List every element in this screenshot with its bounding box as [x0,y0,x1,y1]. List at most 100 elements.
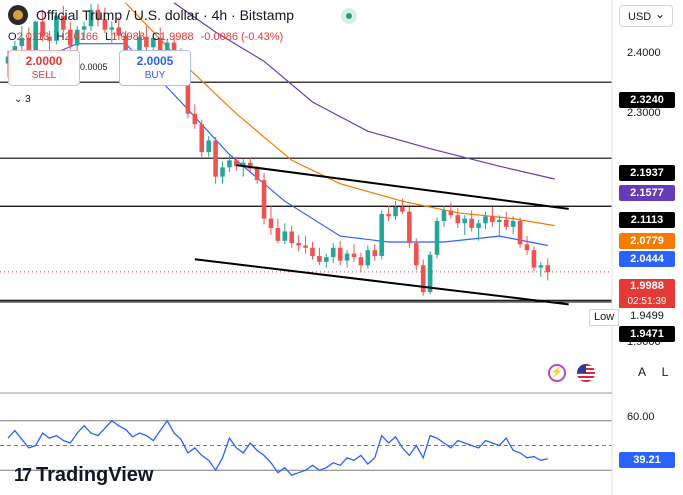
spread-value: 0.0005 [80,62,108,72]
candlesticks [5,4,551,296]
channel-lower-line [194,258,569,306]
candle-body [151,37,156,48]
candle-body [469,218,474,228]
ma-fast-line [7,43,548,247]
candle-body [310,247,315,256]
candle-body [524,244,530,251]
candle-body [19,37,25,47]
candle-body [462,218,468,224]
candle-body [74,29,80,46]
candle-body [372,250,378,256]
candle-body [47,36,52,41]
candle-body [545,265,551,273]
lightning-icon[interactable]: ⚡ [548,364,566,382]
candle-body [434,220,440,255]
bar-countdown: 02:51:39 [627,296,667,307]
price-axis-label: 2.3000 [627,107,661,119]
candle-body [427,254,433,293]
candle-body [268,218,274,228]
candle-body [199,124,205,153]
candle-body [282,231,288,241]
chart-header: Official Trump / U.S. dollar · 4h · Bits… [0,0,610,28]
low-value-tag: 1.9499 [619,308,675,324]
indicator-count: 3 [25,94,31,105]
candle-body [296,243,301,246]
candle-body [227,160,232,168]
axes [0,0,613,495]
candle-body [61,15,66,30]
horizontal-levels [0,81,612,303]
price-axis-label: 2.4000 [627,47,661,59]
candle-body [344,253,350,261]
auto-scale-button[interactable]: A [637,365,646,379]
ma-fast-tag: 2.0444 [619,251,675,267]
tradingview-mark-icon: 17 [14,465,32,485]
current-price-value: 1.9988 [630,280,664,292]
indicators-collapse-button[interactable]: ⌄ 3 [14,94,31,105]
low-label: Low [589,309,620,326]
candle-body [54,15,59,41]
market-open-icon [341,8,357,24]
candle-body [538,265,544,268]
candle-body [330,247,336,258]
buy-button[interactable]: 2.0005 BUY [119,50,191,86]
level-tag-2-3240: 2.3240 [619,92,675,108]
candle-body [337,247,343,261]
candle-body [393,206,398,217]
tradingview-logo: 17 TradingView [14,464,153,487]
candle-body [483,216,488,224]
buy-price: 2.0005 [136,54,174,68]
ohlc-low-key: L [105,31,112,43]
candle-body [234,160,239,167]
candle-body [109,27,115,30]
ma-mid-line [125,2,555,227]
buy-label: BUY [144,70,166,81]
candle-body [351,253,357,258]
ohlc-change: -0.0086 (-0.43%) [200,31,284,43]
rsi-value-tag: 39.21 [619,452,675,468]
candle-body [247,162,253,169]
rsi-pane [0,419,612,476]
ma-slow-line [173,2,555,180]
candle-body [358,257,364,266]
candle-body [192,113,198,125]
candle-body [220,167,225,177]
candle-body [517,220,523,245]
candle-body [317,255,322,262]
candle-body [26,37,32,55]
candle-body [88,9,94,27]
ohlc-close-value: 1.9988 [159,31,194,43]
ohlc-open-key: O [8,31,17,43]
channel-upper-line [236,164,569,210]
candle-body [275,227,281,241]
log-scale-button[interactable]: L [661,365,669,379]
sell-button[interactable]: 2.0000 SELL [8,50,80,86]
candle-body [455,215,461,224]
candle-body [144,36,149,48]
ma-slow-tag: 2.1577 [619,185,675,201]
level-tag-1-9471: 1.9471 [619,326,675,342]
ohlc-close-key: C [151,31,160,43]
symbol-logo-icon [8,5,28,25]
candle-body [324,257,329,262]
ma-mid-tag: 2.0779 [619,233,675,249]
candle-body [289,231,295,244]
candle-body [420,265,426,293]
candle-body [407,211,412,244]
candle-body [531,250,537,268]
us-flag-icon[interactable] [577,364,595,382]
symbol-title: Official Trump / U.S. dollar · 4h · Bits… [36,7,295,23]
ohlc-high-value: 2.0166 [64,31,99,43]
candle-body [503,219,509,227]
candle-body [254,168,260,181]
candle-body [240,162,246,167]
ohlc-high-key: H [56,31,65,43]
channel-lines [194,164,569,306]
candle-body [379,213,384,256]
candle-body [116,27,122,36]
candle-body [81,26,87,30]
candle-body [157,37,163,58]
candle-body [510,220,516,227]
currency-select[interactable]: USD [619,3,673,27]
